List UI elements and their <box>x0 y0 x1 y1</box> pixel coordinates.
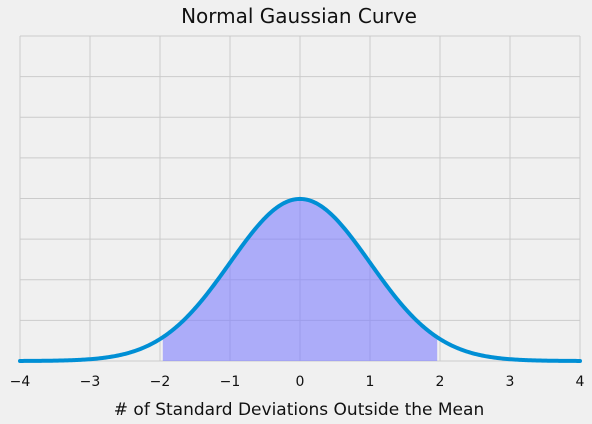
x-tick-label: −2 <box>150 374 171 390</box>
x-tick-label: 3 <box>506 374 515 390</box>
x-tick-label: −1 <box>220 374 241 390</box>
gaussian-curve <box>18 196 582 363</box>
x-tick-labels: −4 −3 −2 −1 0 1 2 3 4 <box>10 374 585 390</box>
series-layer <box>18 196 582 363</box>
x-tick-label: 2 <box>436 374 445 390</box>
x-tick-label: 1 <box>366 374 375 390</box>
x-tick-label: 0 <box>296 374 305 390</box>
chart-title: Normal Gaussian Curve <box>181 4 417 28</box>
shaded-area <box>162 198 438 361</box>
x-tick-label: −4 <box>10 374 31 390</box>
x-tick-label: 4 <box>576 374 585 390</box>
shaded-region-layer <box>162 198 438 361</box>
x-tick-label: −3 <box>80 374 101 390</box>
x-axis-label: # of Standard Deviations Outside the Mea… <box>114 400 484 420</box>
